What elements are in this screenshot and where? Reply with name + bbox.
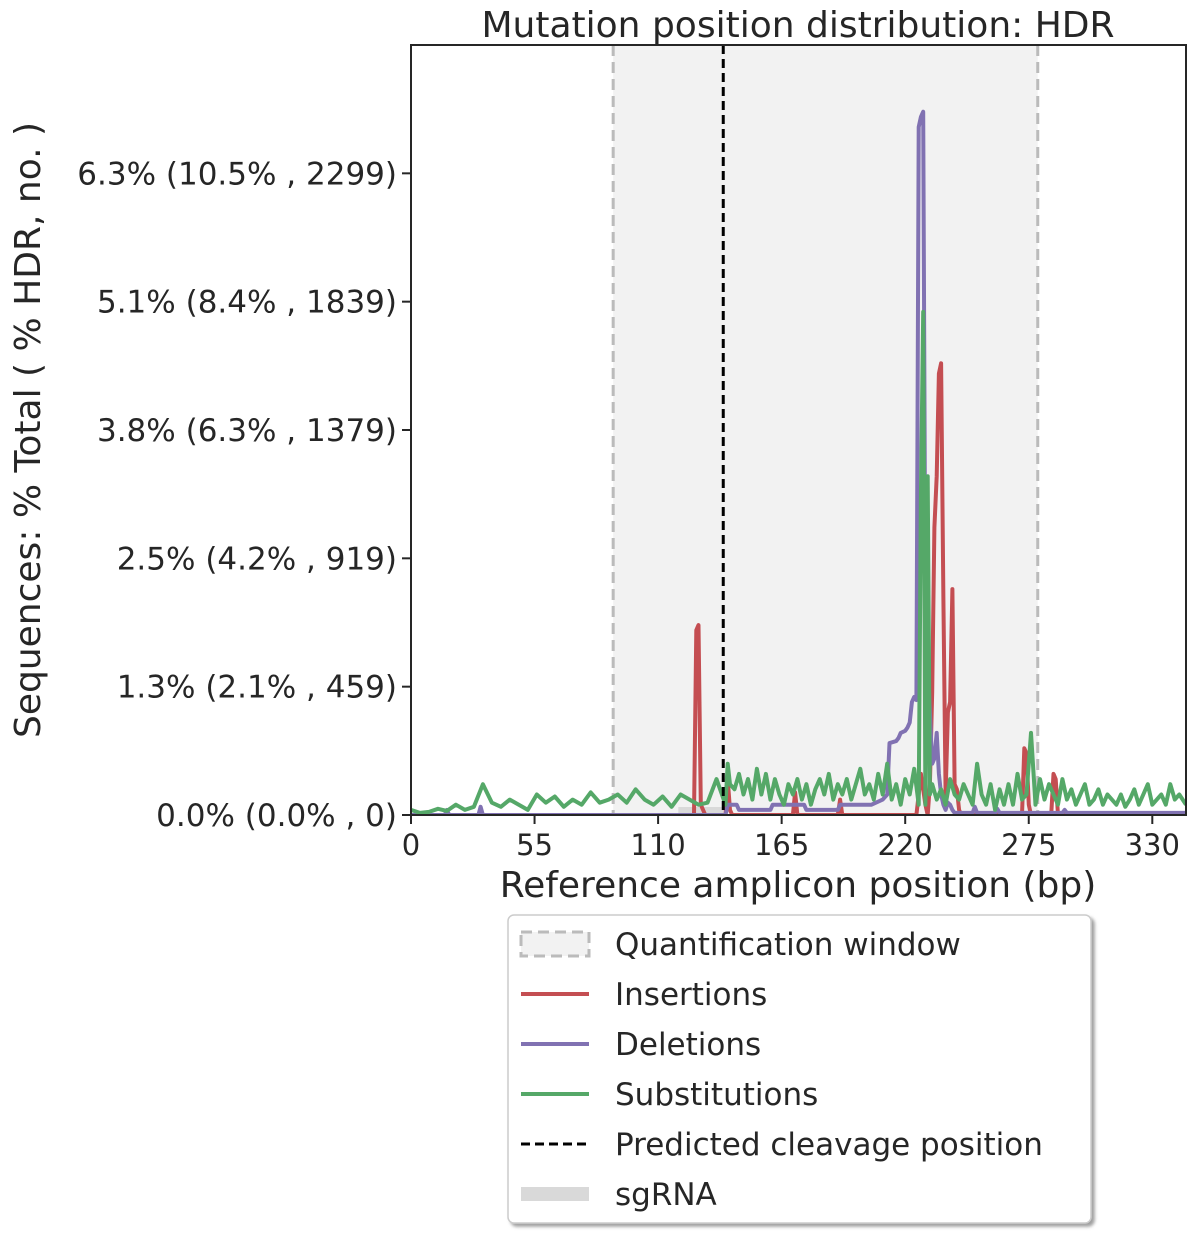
legend-handle-window bbox=[519, 930, 591, 958]
x-tick-label: 330 bbox=[1125, 828, 1180, 862]
y-tick-label: 1.3% (2.1% , 459) bbox=[117, 670, 397, 706]
chart-title: Mutation position distribution: HDR bbox=[481, 5, 1114, 46]
x-axis-label: Reference amplicon position (bp) bbox=[500, 865, 1097, 906]
legend-label: sgRNA bbox=[615, 1177, 717, 1213]
x-tick-label: 55 bbox=[516, 828, 553, 862]
x-axis: 0 55 110 165 220 275 330 bbox=[402, 815, 1180, 862]
y-tick-label: 6.3% (10.5% , 2299) bbox=[77, 156, 397, 192]
legend-label: Quantification window bbox=[615, 927, 961, 963]
legend-box bbox=[507, 914, 1092, 1224]
quantification-window bbox=[613, 45, 1038, 815]
plot-background-layer bbox=[611, 45, 1040, 815]
x-tick-label: 110 bbox=[630, 828, 685, 862]
y-axis-label: Sequences: % Total ( % HDR, no. ) bbox=[8, 122, 49, 738]
x-tick-label: 220 bbox=[878, 828, 933, 862]
series-line-deletions bbox=[411, 109, 1186, 815]
y-axis: 0.0% (0.0% , 0) 1.3% (2.1% , 459) 2.5% (4.… bbox=[77, 156, 411, 834]
y-tick-label: 5.1% (8.4% , 1839) bbox=[97, 285, 397, 321]
x-tick-label: 0 bbox=[402, 828, 420, 862]
y-tick-label: 3.8% (6.3% , 1379) bbox=[97, 413, 397, 449]
y-tick-label: 0.0% (0.0% , 0) bbox=[156, 798, 397, 834]
legend: Quantification window Insertions Deletions… bbox=[507, 914, 1092, 1224]
legend-label: Insertions bbox=[615, 977, 767, 1013]
legend-label: Substitutions bbox=[615, 1077, 818, 1113]
series-line-substitutions bbox=[411, 309, 1186, 815]
series-lines-layer bbox=[411, 45, 1186, 815]
legend-label: Deletions bbox=[615, 1027, 761, 1063]
y-tick-label: 2.5% (4.2% , 919) bbox=[117, 541, 397, 577]
sgrna-band bbox=[678, 807, 724, 815]
legend-label: Predicted cleavage position bbox=[615, 1127, 1043, 1163]
x-tick-label: 165 bbox=[754, 828, 809, 862]
x-tick-label: 275 bbox=[1001, 828, 1056, 862]
